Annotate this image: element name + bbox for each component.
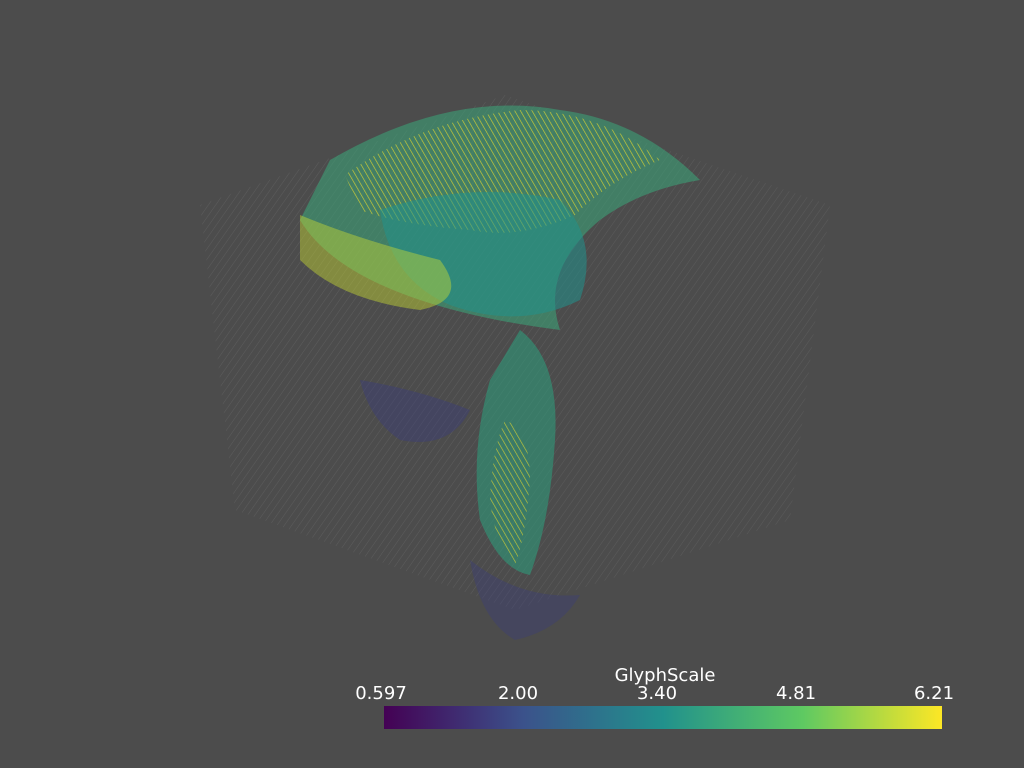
scalar-bar-tick-5: 6.21: [913, 683, 955, 704]
glyph-cube: [200, 95, 830, 640]
scalar-bar: [384, 706, 942, 729]
scalar-bar-tick-2: 2.00: [497, 683, 539, 704]
scalar-bar-title: GlyphScale: [614, 665, 716, 686]
scalar-bar-tick-4: 4.81: [775, 683, 817, 704]
purple-left-region: [360, 380, 470, 442]
top-center-teal: [380, 192, 587, 317]
vertical-stem-highlight: [490, 420, 530, 565]
left-yellow-arm: [300, 215, 452, 310]
scalar-bar-tick-1: 0.597: [355, 683, 407, 704]
purple-bottom-region: [470, 560, 580, 640]
scalar-bar-tick-3: 3.40: [636, 683, 678, 704]
